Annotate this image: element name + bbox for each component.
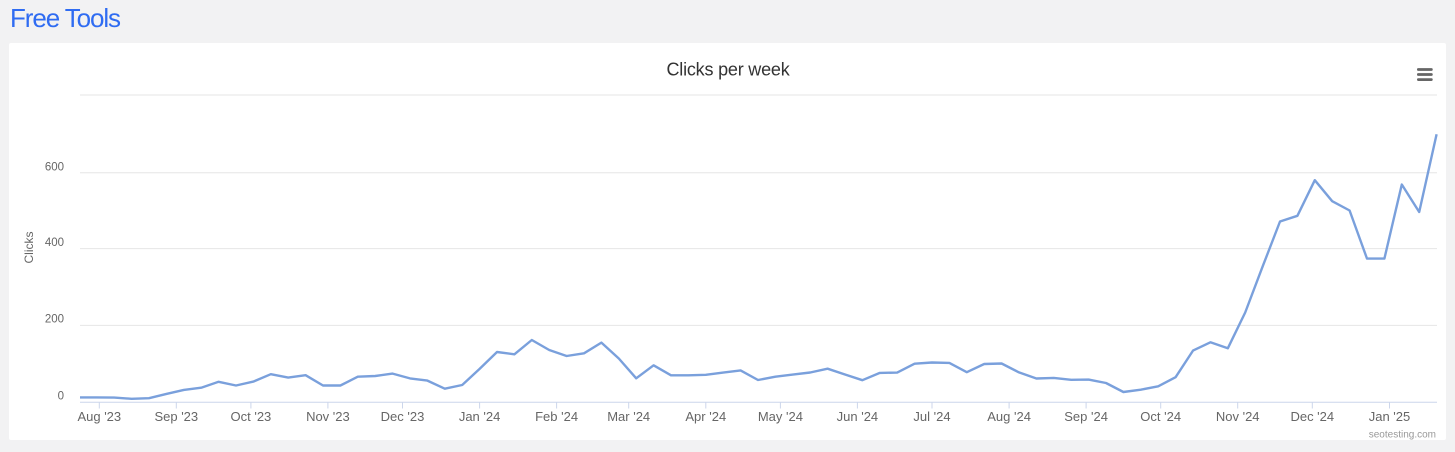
svg-text:Nov '24: Nov '24 xyxy=(1216,409,1260,424)
svg-text:400: 400 xyxy=(45,237,64,249)
svg-text:0: 0 xyxy=(58,390,64,402)
svg-text:Aug '24: Aug '24 xyxy=(987,409,1031,424)
svg-text:seotesting.com: seotesting.com xyxy=(1369,430,1436,441)
svg-text:Sep '23: Sep '23 xyxy=(154,409,198,424)
svg-text:Jan '24: Jan '24 xyxy=(459,409,501,424)
svg-text:Mar '24: Mar '24 xyxy=(607,409,650,424)
svg-text:Oct '24: Oct '24 xyxy=(1140,409,1181,424)
svg-text:600: 600 xyxy=(45,162,64,174)
svg-text:200: 200 xyxy=(45,314,64,326)
svg-text:Oct '23: Oct '23 xyxy=(231,409,272,424)
svg-text:Clicks per week: Clicks per week xyxy=(666,59,790,79)
svg-text:Jul '24: Jul '24 xyxy=(913,409,950,424)
svg-text:Jan '25: Jan '25 xyxy=(1369,409,1411,424)
svg-text:May '24: May '24 xyxy=(758,409,803,424)
svg-text:Dec '24: Dec '24 xyxy=(1290,409,1334,424)
svg-text:Clicks: Clicks xyxy=(22,232,36,264)
svg-text:Nov '23: Nov '23 xyxy=(306,409,350,424)
svg-text:Jun '24: Jun '24 xyxy=(837,409,879,424)
svg-text:Sep '24: Sep '24 xyxy=(1064,409,1108,424)
svg-text:Dec '23: Dec '23 xyxy=(381,409,425,424)
svg-text:Apr '24: Apr '24 xyxy=(685,409,726,424)
svg-text:Aug '23: Aug '23 xyxy=(77,409,121,424)
svg-text:Feb '24: Feb '24 xyxy=(535,409,578,424)
